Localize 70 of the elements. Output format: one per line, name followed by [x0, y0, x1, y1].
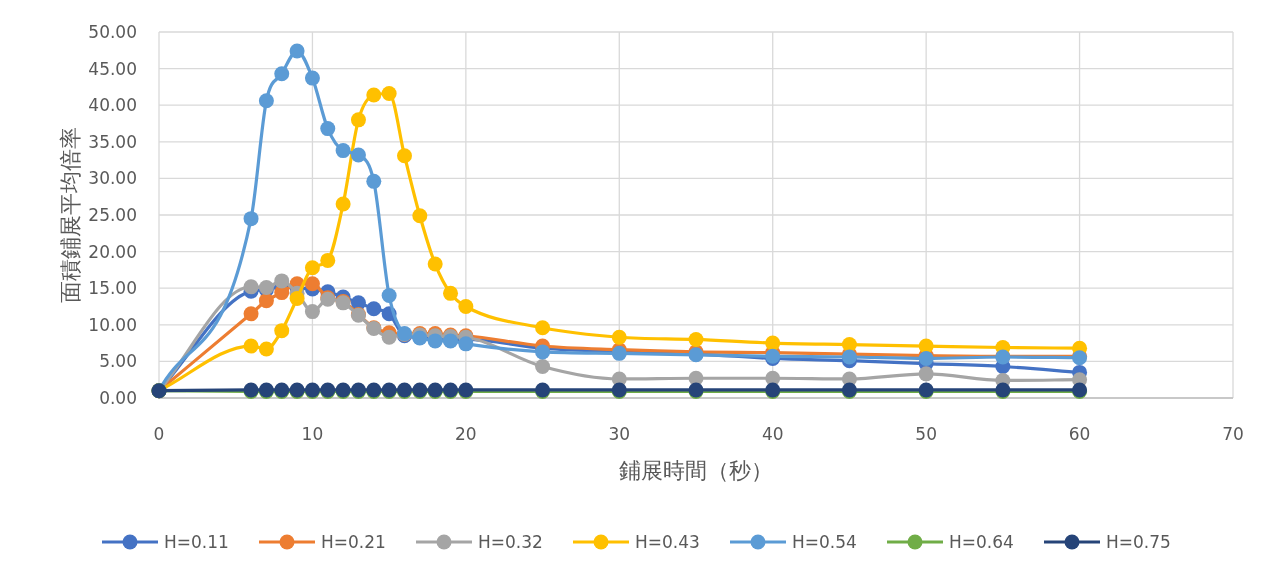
y-tick-label: 5.00 — [99, 351, 137, 372]
point — [350, 147, 366, 163]
point — [350, 112, 366, 128]
y-tick-label: 20.00 — [88, 241, 137, 262]
y-tick-label: 45.00 — [88, 58, 137, 79]
x-tick-label: 40 — [761, 424, 784, 444]
legend-label: H=0.32 — [478, 532, 543, 552]
point — [396, 148, 412, 164]
point — [443, 285, 459, 301]
legend-label: H=0.21 — [321, 532, 386, 552]
legend-label: H=0.75 — [1106, 532, 1171, 552]
x-tick-label: 10 — [301, 424, 324, 444]
point — [381, 288, 397, 304]
legend-label: H=0.11 — [164, 532, 229, 552]
point — [366, 301, 382, 317]
point — [535, 344, 551, 360]
point — [304, 70, 320, 86]
point — [243, 211, 259, 227]
y-tick-label: 25.00 — [88, 205, 137, 225]
point — [765, 335, 781, 351]
point — [274, 273, 290, 289]
point — [289, 43, 305, 59]
y-axis-title: 面積鋪展平均倍率 — [58, 127, 83, 303]
x-tick-label: 20 — [455, 424, 477, 444]
point — [320, 252, 336, 268]
y-tick-label: 35.00 — [88, 131, 137, 152]
point — [366, 87, 382, 103]
point — [427, 256, 443, 272]
point — [535, 359, 551, 375]
y-tick-label: 0.00 — [99, 388, 137, 408]
point — [243, 338, 259, 354]
x-tick-label: 0 — [153, 424, 165, 444]
point — [258, 293, 274, 309]
y-tick-label: 50.00 — [88, 22, 137, 42]
point — [243, 306, 259, 322]
point — [458, 336, 474, 352]
point — [258, 341, 274, 357]
point — [258, 93, 274, 109]
x-tick-label: 60 — [1068, 424, 1091, 444]
y-tick-label: 40.00 — [88, 95, 137, 116]
point — [243, 279, 259, 295]
point — [289, 290, 305, 306]
y-tick-label: 30.00 — [88, 168, 137, 189]
point — [274, 66, 290, 82]
point — [841, 337, 857, 353]
x-tick-label: 30 — [608, 424, 631, 444]
point — [320, 121, 336, 137]
y-tick-label: 10.00 — [88, 314, 137, 335]
point — [412, 208, 428, 224]
point — [918, 366, 934, 382]
point — [274, 323, 290, 339]
point — [458, 299, 474, 314]
legend-label: H=0.43 — [635, 532, 700, 552]
point — [335, 143, 351, 159]
y-tick-label: 15.00 — [88, 278, 137, 299]
point — [611, 329, 627, 345]
point — [335, 196, 351, 212]
x-tick-label: 70 — [1222, 424, 1244, 444]
legend-label: H=0.54 — [792, 532, 857, 552]
legend-label: H=0.64 — [949, 532, 1014, 552]
x-tick-label: 50 — [915, 424, 937, 444]
point — [381, 329, 397, 345]
point — [304, 304, 320, 320]
point — [304, 276, 320, 292]
point — [535, 320, 551, 336]
point — [381, 85, 397, 101]
point — [366, 173, 382, 189]
point — [304, 260, 320, 276]
point — [688, 331, 704, 347]
x-axis-title: 鋪展時間（秒） — [619, 458, 773, 483]
